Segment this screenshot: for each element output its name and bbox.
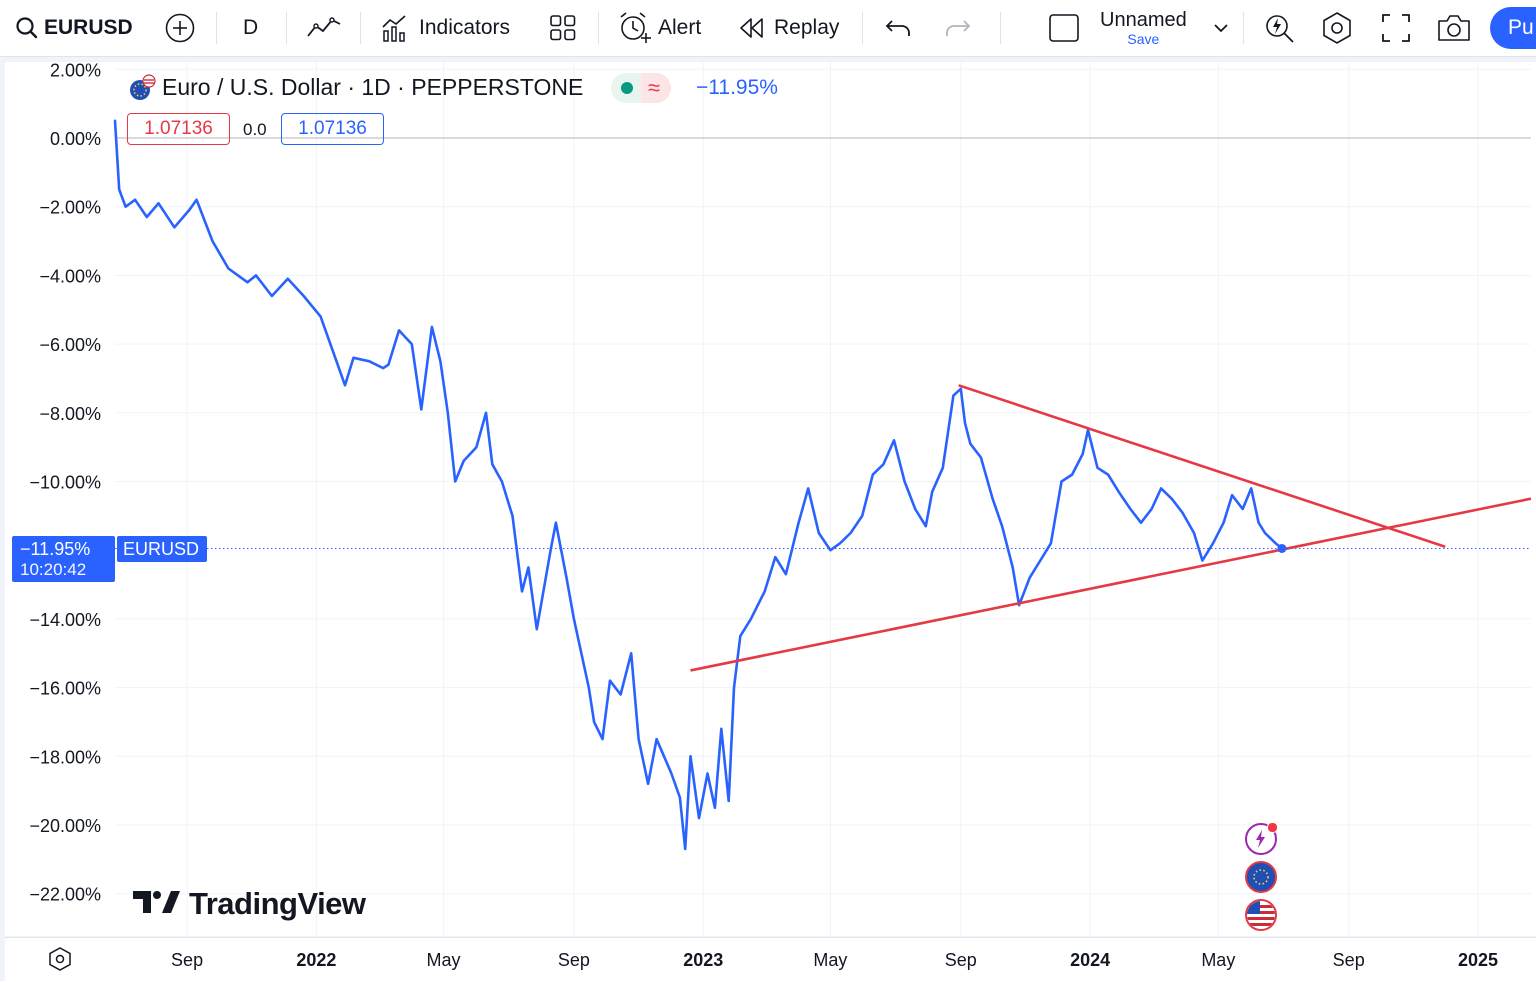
y-tick-label: −6.00% xyxy=(39,335,101,355)
gear-icon xyxy=(1320,11,1354,45)
trendline-resistance xyxy=(958,384,1446,548)
gear-icon xyxy=(47,947,73,976)
settings-button[interactable] xyxy=(1320,0,1354,56)
x-tick-label: Sep xyxy=(558,950,590,970)
tradingview-watermark[interactable]: TradingView xyxy=(133,886,366,922)
undo-icon xyxy=(884,15,914,41)
spread-value: 0.0 xyxy=(243,120,267,139)
chart-pane xyxy=(5,62,1536,936)
layout-name: Unnamed xyxy=(1100,9,1187,31)
layout-menu-button[interactable] xyxy=(1210,0,1232,56)
y-tick-label: −2.00% xyxy=(39,198,101,218)
line-chart-icon xyxy=(306,14,342,42)
chart-type-button[interactable] xyxy=(306,0,342,56)
watermark-text: TradingView xyxy=(189,886,366,921)
x-tick-label: Sep xyxy=(1333,950,1365,970)
indicators-icon xyxy=(381,13,411,43)
last-point-marker xyxy=(1277,543,1287,553)
x-tick-label: 2022 xyxy=(296,950,336,970)
y-tick-label: −18.00% xyxy=(29,747,101,767)
y-tick-label: −16.00% xyxy=(29,679,101,699)
indicators-label: Indicators xyxy=(419,16,511,39)
last-price-badge: −11.95% 10:20:42 xyxy=(12,536,115,582)
series-line-eurusd xyxy=(113,119,1284,851)
y-tick-label: 0.00% xyxy=(50,129,101,149)
tradingview-logo-icon xyxy=(133,887,181,922)
search-icon xyxy=(14,15,40,41)
indicators-button[interactable]: Indicators xyxy=(381,0,510,56)
legend-title[interactable]: Euro / U.S. Dollar · 1D · PEPPERSTONE xyxy=(162,74,584,100)
eu-flag-event-icon[interactable] xyxy=(1245,861,1277,893)
top-toolbar: EURUSD D Indicators Alert Re xyxy=(0,0,1536,57)
symbol-line-label: EURUSD xyxy=(117,536,207,562)
fullscreen-button[interactable] xyxy=(1380,0,1412,56)
market-open-dot-icon xyxy=(621,82,633,94)
time-axis-settings-button[interactable] xyxy=(47,946,73,977)
x-tick-label: 2025 xyxy=(1458,950,1498,970)
compare-button[interactable] xyxy=(164,0,196,56)
trendline-support xyxy=(690,497,1532,672)
x-tick-label: May xyxy=(1201,950,1235,970)
interval-label: D xyxy=(243,16,259,39)
y-tick-label: −8.00% xyxy=(39,404,101,424)
lightning-event-icon[interactable] xyxy=(1245,822,1278,855)
grid-icon xyxy=(549,14,577,42)
y-tick-label: −10.00% xyxy=(29,473,101,493)
y-tick-label: −4.00% xyxy=(39,266,101,286)
redo-icon xyxy=(942,15,972,41)
approx-icon: ≈ xyxy=(648,75,661,100)
y-tick-label: −20.00% xyxy=(29,816,101,836)
lightning-search-icon xyxy=(1262,11,1296,45)
x-tick-label: May xyxy=(813,950,847,970)
quick-search-button[interactable] xyxy=(1262,0,1296,56)
publish-label: Pu xyxy=(1508,16,1534,39)
redo-button[interactable] xyxy=(942,0,972,56)
camera-icon xyxy=(1436,12,1472,44)
last-price-time: 10:20:42 xyxy=(20,560,87,579)
interval-button[interactable]: D xyxy=(243,0,258,56)
templates-button[interactable] xyxy=(549,0,577,56)
x-tick-label: May xyxy=(427,950,461,970)
rewind-icon xyxy=(738,15,766,41)
legend-change: −11.95% xyxy=(696,76,778,99)
y-tick-label: 2.00% xyxy=(50,60,101,80)
save-label: Save xyxy=(1127,31,1160,47)
market-status-badge[interactable]: ≈ xyxy=(611,73,671,103)
alarm-clock-icon xyxy=(618,11,652,45)
sell-price: 1.07136 xyxy=(144,118,213,139)
x-tick-label: Sep xyxy=(945,950,977,970)
us-flag-event-icon[interactable] xyxy=(1245,899,1277,931)
publish-button[interactable]: Pu xyxy=(1490,7,1536,49)
symbol-label: EURUSD xyxy=(44,16,133,39)
x-tick-label: Sep xyxy=(171,950,203,970)
symbol-search-button[interactable]: EURUSD xyxy=(14,0,133,56)
layout-name-button[interactable]: Unnamed Save xyxy=(1100,0,1187,56)
y-tick-label: −14.00% xyxy=(29,610,101,630)
undo-button[interactable] xyxy=(884,0,914,56)
buy-price: 1.07136 xyxy=(298,118,367,139)
last-price-value: −11.95% xyxy=(20,539,91,559)
buy-price-button[interactable]: 1.07136 xyxy=(281,113,384,145)
alert-label: Alert xyxy=(658,16,702,39)
snapshot-button[interactable] xyxy=(1436,0,1472,56)
plus-circle-icon xyxy=(164,12,196,44)
replay-label: Replay xyxy=(774,16,840,39)
x-tick-label: 2023 xyxy=(683,950,723,970)
square-icon xyxy=(1048,12,1080,44)
x-tick-label: 2024 xyxy=(1070,950,1110,970)
sell-price-button[interactable]: 1.07136 xyxy=(127,113,230,145)
y-tick-label: −22.00% xyxy=(29,885,101,905)
alert-button[interactable]: Alert xyxy=(618,0,701,56)
chevron-down-icon xyxy=(1210,18,1232,38)
layout-checkbox[interactable] xyxy=(1048,0,1080,56)
fullscreen-icon xyxy=(1380,12,1412,44)
symbol-flag-icon xyxy=(128,74,156,107)
replay-button[interactable]: Replay xyxy=(738,0,839,56)
time-axis-bar xyxy=(5,937,1536,982)
